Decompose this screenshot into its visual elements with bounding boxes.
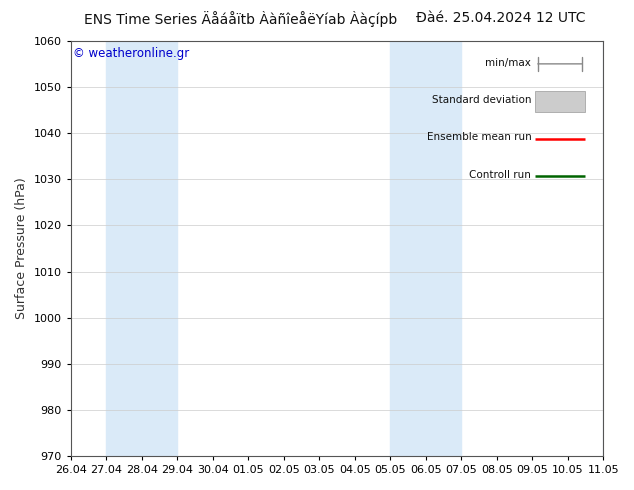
Text: min/max: min/max: [486, 58, 531, 68]
Y-axis label: Surface Pressure (hPa): Surface Pressure (hPa): [15, 178, 28, 319]
Text: © weatheronline.gr: © weatheronline.gr: [74, 47, 190, 60]
Text: Ðàé. 25.04.2024 12 UTC: Ðàé. 25.04.2024 12 UTC: [416, 11, 586, 25]
Text: Ensemble mean run: Ensemble mean run: [427, 132, 531, 142]
Text: Standard deviation: Standard deviation: [432, 95, 531, 105]
Bar: [603, 41, 634, 456]
Bar: [107, 41, 178, 456]
Text: Controll run: Controll run: [469, 170, 531, 180]
Bar: [390, 41, 461, 456]
Bar: [535, 91, 585, 112]
Text: ENS Time Series Äåáåïtb ÀàñîeåëYíab Ààçípb: ENS Time Series Äåáåïtb ÀàñîeåëYíab Ààçí…: [84, 11, 398, 27]
